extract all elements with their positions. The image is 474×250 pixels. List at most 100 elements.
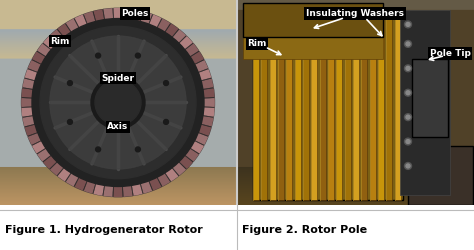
FancyBboxPatch shape: [253, 15, 259, 200]
Wedge shape: [21, 98, 35, 107]
Wedge shape: [83, 178, 96, 194]
FancyBboxPatch shape: [319, 15, 326, 200]
Text: Poles: Poles: [121, 9, 149, 18]
Wedge shape: [113, 8, 123, 22]
Wedge shape: [196, 69, 211, 81]
FancyBboxPatch shape: [261, 15, 267, 200]
FancyBboxPatch shape: [361, 15, 367, 200]
Wedge shape: [50, 29, 65, 45]
FancyBboxPatch shape: [328, 15, 334, 200]
Wedge shape: [196, 124, 211, 136]
FancyBboxPatch shape: [353, 15, 359, 200]
Text: Insulating Washers: Insulating Washers: [306, 9, 404, 18]
Wedge shape: [103, 8, 113, 22]
Text: Rim: Rim: [247, 40, 267, 48]
Text: Axis: Axis: [108, 122, 128, 132]
Wedge shape: [37, 147, 53, 162]
FancyBboxPatch shape: [303, 15, 309, 200]
FancyBboxPatch shape: [253, 15, 403, 200]
Wedge shape: [22, 78, 38, 90]
Circle shape: [406, 115, 410, 119]
Circle shape: [95, 80, 141, 125]
Text: Figure 1. Hydrogenerator Rotor: Figure 1. Hydrogenerator Rotor: [5, 225, 203, 235]
Text: Rim: Rim: [50, 36, 70, 46]
Wedge shape: [188, 51, 204, 66]
FancyBboxPatch shape: [286, 15, 292, 200]
Wedge shape: [21, 107, 36, 117]
Circle shape: [404, 89, 411, 96]
Wedge shape: [177, 154, 193, 169]
Wedge shape: [65, 170, 80, 187]
FancyBboxPatch shape: [295, 15, 301, 200]
FancyBboxPatch shape: [311, 15, 317, 200]
Circle shape: [96, 53, 100, 58]
Wedge shape: [156, 18, 171, 34]
Wedge shape: [198, 116, 214, 127]
Wedge shape: [65, 18, 80, 34]
Wedge shape: [43, 154, 59, 169]
Text: Figure 2. Rotor Pole: Figure 2. Rotor Pole: [242, 225, 367, 235]
Circle shape: [96, 147, 100, 152]
Wedge shape: [37, 43, 53, 58]
Wedge shape: [171, 160, 186, 176]
Wedge shape: [164, 166, 179, 182]
Circle shape: [404, 21, 411, 28]
Wedge shape: [93, 181, 105, 196]
FancyBboxPatch shape: [337, 15, 342, 200]
Circle shape: [406, 22, 410, 26]
Circle shape: [50, 36, 186, 169]
Circle shape: [404, 162, 411, 169]
FancyBboxPatch shape: [243, 3, 383, 37]
FancyBboxPatch shape: [270, 15, 276, 200]
Wedge shape: [103, 182, 113, 197]
Circle shape: [406, 66, 410, 70]
FancyBboxPatch shape: [345, 15, 351, 200]
FancyBboxPatch shape: [386, 15, 392, 200]
Wedge shape: [182, 147, 199, 162]
Wedge shape: [93, 9, 105, 24]
Wedge shape: [177, 36, 193, 51]
Wedge shape: [74, 14, 88, 30]
Wedge shape: [201, 98, 215, 107]
Circle shape: [406, 91, 410, 95]
Circle shape: [404, 138, 411, 145]
Wedge shape: [123, 8, 133, 22]
Circle shape: [164, 81, 169, 86]
Wedge shape: [43, 36, 59, 51]
Circle shape: [67, 120, 73, 124]
Wedge shape: [50, 160, 65, 176]
Circle shape: [406, 140, 410, 143]
Text: Pole Tip: Pole Tip: [429, 49, 470, 58]
Wedge shape: [24, 69, 40, 81]
Wedge shape: [22, 116, 38, 127]
Wedge shape: [148, 175, 162, 191]
Wedge shape: [32, 51, 48, 66]
Circle shape: [40, 26, 196, 179]
Wedge shape: [200, 88, 215, 98]
Wedge shape: [27, 132, 44, 145]
Circle shape: [136, 147, 140, 152]
Wedge shape: [27, 60, 44, 73]
Wedge shape: [140, 178, 153, 194]
Circle shape: [50, 36, 186, 169]
Wedge shape: [156, 170, 171, 187]
Wedge shape: [113, 184, 123, 197]
Wedge shape: [74, 175, 88, 191]
Wedge shape: [83, 11, 96, 27]
Wedge shape: [123, 182, 133, 197]
Circle shape: [164, 120, 169, 124]
Wedge shape: [131, 181, 143, 196]
FancyBboxPatch shape: [378, 15, 384, 200]
Wedge shape: [57, 23, 73, 39]
Circle shape: [67, 81, 73, 86]
Wedge shape: [192, 132, 209, 145]
Circle shape: [22, 9, 214, 196]
Circle shape: [406, 164, 410, 168]
FancyBboxPatch shape: [395, 15, 401, 200]
Wedge shape: [192, 60, 209, 73]
Circle shape: [32, 18, 204, 186]
Wedge shape: [200, 107, 215, 117]
Wedge shape: [140, 11, 153, 27]
Circle shape: [404, 114, 411, 120]
FancyBboxPatch shape: [278, 15, 284, 200]
